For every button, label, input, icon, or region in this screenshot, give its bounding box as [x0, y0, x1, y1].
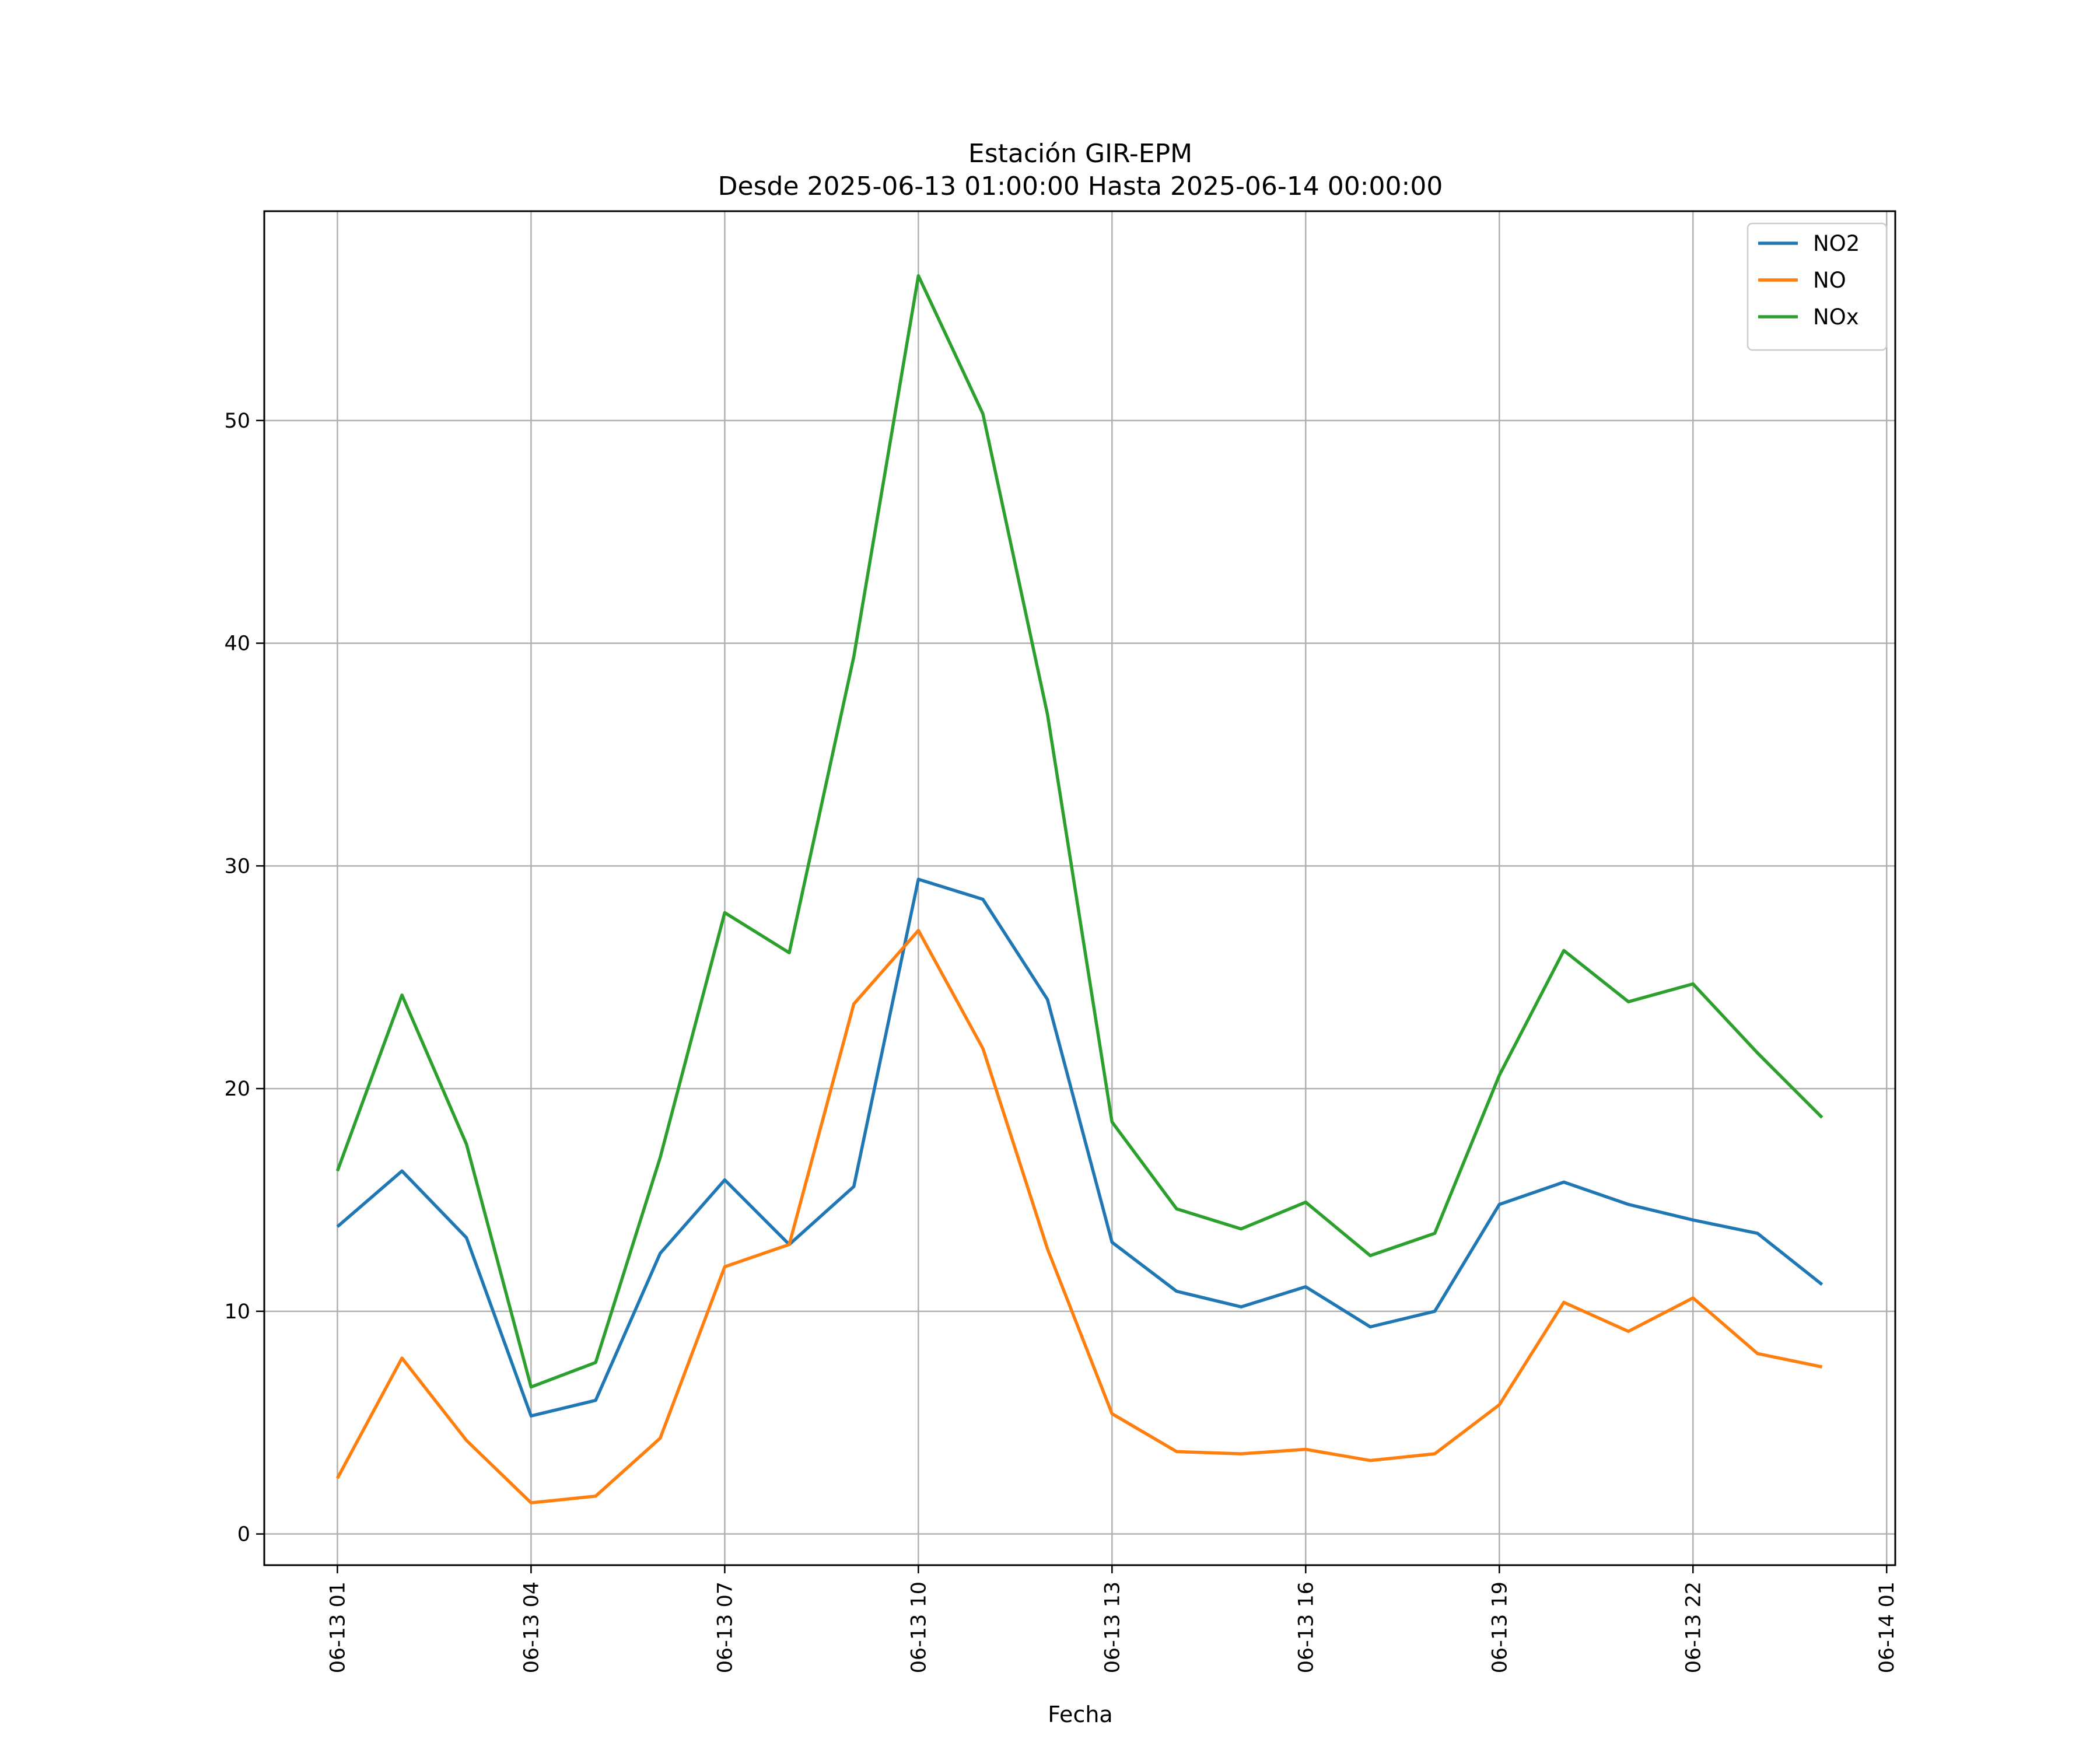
x-tick-label: 06-13 04: [520, 1581, 543, 1673]
series-line-no: [335, 929, 1823, 1504]
x-tick-label: 06-13 10: [907, 1581, 930, 1673]
grid: [264, 211, 1895, 1565]
chart-title: Estación GIR-EPM: [968, 139, 1192, 169]
x-tick-label: 06-13 22: [1682, 1581, 1705, 1673]
y-tick-label: 10: [224, 1300, 250, 1324]
y-tick-label: 0: [237, 1523, 250, 1546]
x-tick-label: 06-13 01: [326, 1581, 349, 1673]
plot-frame: [263, 210, 1896, 1566]
y-tick-label: 20: [224, 1077, 250, 1101]
series-line-nox: [335, 274, 1824, 1389]
x-axis: 06-13 01 06-13 04 06-13 07 06-13 10 06-13 13…: [326, 1565, 1899, 1673]
y-tick-label: 40: [224, 632, 250, 656]
legend-label: NO: [1813, 268, 1846, 293]
x-tick-label: 06-13 13: [1101, 1581, 1124, 1673]
legend-label: NOx: [1813, 305, 1859, 330]
x-tick-label: 06-13 07: [713, 1581, 737, 1673]
series-line-no2: [336, 877, 1824, 1418]
x-tick-label: 06-13 19: [1488, 1581, 1511, 1673]
legend-label: NO2: [1813, 231, 1860, 256]
series-lines: [335, 274, 1824, 1504]
y-tick-label: 50: [224, 410, 250, 433]
x-tick-label: 06-14 01: [1875, 1581, 1899, 1673]
chart-subtitle: Desde 2025-06-13 01:00:00 Hasta 2025-06-…: [718, 172, 1443, 201]
y-tick-label: 30: [224, 855, 250, 878]
y-axis: 0 10 20 30 40 50: [224, 410, 264, 1546]
legend: NO2 NO NOx: [1746, 222, 1888, 351]
x-tick-label: 06-13 16: [1294, 1581, 1318, 1673]
x-axis-label: Fecha: [1048, 1702, 1112, 1727]
